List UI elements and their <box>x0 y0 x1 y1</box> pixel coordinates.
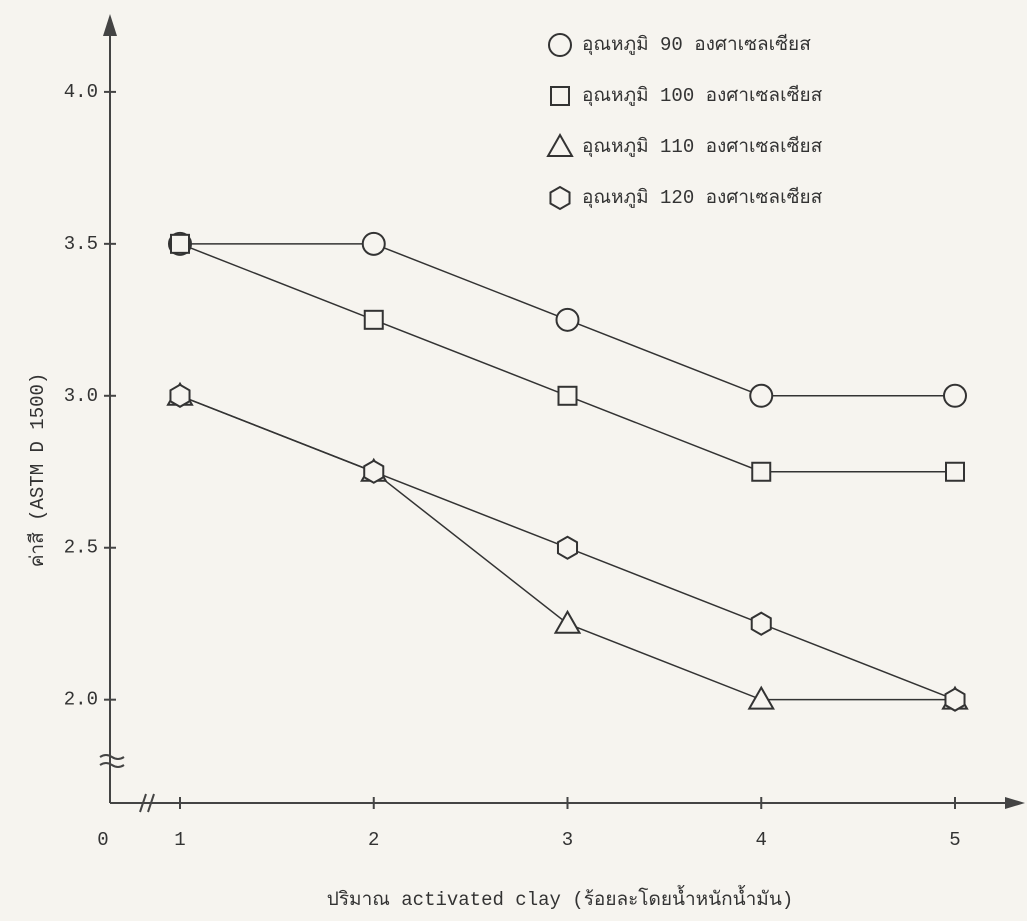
x-tick-label: 4 <box>756 829 767 851</box>
y-tick-label: 3.5 <box>64 233 98 255</box>
y-axis-break <box>100 755 124 767</box>
data-point <box>946 463 964 481</box>
legend-marker <box>550 187 569 209</box>
legend-marker <box>549 34 571 56</box>
x-tick-label: 1 <box>174 829 185 851</box>
series-line <box>180 244 955 472</box>
x-axis-label: ปริมาณ activated clay (ร้อยละโดยน้ำหนักน… <box>327 885 793 911</box>
x-tick-label: 5 <box>949 829 960 851</box>
data-point <box>171 235 189 253</box>
y-tick-label: 2.0 <box>64 689 98 711</box>
data-point <box>558 537 577 559</box>
data-point <box>945 689 964 711</box>
y-axis-label: ค่าสี (ASTM D 1500) <box>26 373 49 568</box>
legend-label: อุณหภูมิ 100 องศาเซลเซียส <box>582 84 823 107</box>
legend-marker <box>548 135 572 156</box>
y-tick-label: 2.5 <box>64 537 98 559</box>
data-point <box>364 461 383 483</box>
legend-label: อุณหภูมิ 120 องศาเซลเซียส <box>582 186 823 209</box>
data-point <box>557 309 579 331</box>
data-point <box>749 688 773 709</box>
x-axis-arrow <box>1005 797 1025 809</box>
x-tick-label: 2 <box>368 829 379 851</box>
legend-label: อุณหภูมิ 110 องศาเซลเซียส <box>582 135 823 158</box>
data-point <box>559 387 577 405</box>
legend-marker <box>551 87 569 105</box>
data-point <box>750 385 772 407</box>
x-origin-label: 0 <box>97 829 108 851</box>
data-point <box>752 613 771 635</box>
legend-label: อุณหภูมิ 90 องศาเซลเซียส <box>582 33 811 56</box>
data-point <box>752 463 770 481</box>
chart: 0 ปริมาณ activated clay (ร้อยละโดยน้ำหนั… <box>0 0 1027 921</box>
data-point <box>170 385 189 407</box>
data-point <box>556 612 580 633</box>
y-tick-label: 3.0 <box>64 385 98 407</box>
data-point <box>363 233 385 255</box>
data-point <box>944 385 966 407</box>
y-tick-label: 4.0 <box>64 81 98 103</box>
x-tick-label: 3 <box>562 829 573 851</box>
data-point <box>365 311 383 329</box>
y-axis-arrow <box>103 14 117 36</box>
